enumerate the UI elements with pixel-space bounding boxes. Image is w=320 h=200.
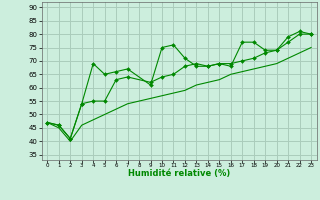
X-axis label: Humidité relative (%): Humidité relative (%) [128,169,230,178]
